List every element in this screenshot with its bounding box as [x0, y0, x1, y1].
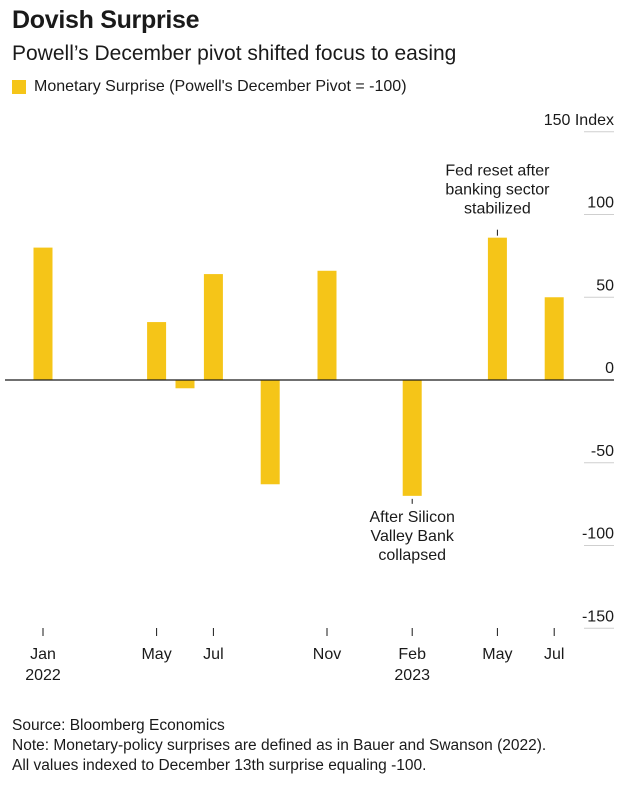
bar-2022-06 — [175, 380, 195, 389]
chart-subtitle: Powell’s December pivot shifted focus to… — [12, 42, 457, 65]
footer: Source: Bloomberg Economics Note: Moneta… — [12, 716, 546, 776]
bar-2022-11 — [317, 270, 337, 380]
x-tick-label: May — [482, 646, 512, 663]
annotation-text: stabilized — [464, 201, 531, 218]
bar-2023-05 — [487, 237, 507, 380]
annotation-text: After Silicon — [370, 509, 455, 526]
bar-2022-09 — [260, 380, 280, 485]
annotation-text: collapsed — [378, 547, 446, 564]
x-tick-label: Jan — [30, 646, 56, 663]
bar-2023-07 — [544, 297, 564, 380]
annotation-text: banking sector — [445, 182, 550, 199]
bar-2022-01 — [33, 247, 53, 380]
annotation-text: Fed reset after — [445, 163, 550, 180]
legend-swatch — [12, 80, 26, 94]
x-tick-label: Nov — [313, 646, 341, 663]
y-tick-label: 0 — [605, 360, 614, 377]
legend-label: Monetary Surprise (Powell's December Piv… — [34, 78, 407, 95]
annotation-text: Valley Bank — [371, 528, 455, 545]
y-tick-label: -100 — [582, 526, 614, 543]
chart-title: Dovish Surprise — [12, 6, 200, 34]
y-tick-label: 150 Index — [544, 112, 614, 129]
x-tick-year: 2023 — [394, 667, 430, 684]
legend: Monetary Surprise (Powell's December Piv… — [12, 78, 407, 96]
x-tick-label: May — [141, 646, 171, 663]
x-tick-label: Feb — [398, 646, 426, 663]
bar-chart: 150 Index 100 50 0 -50 -100 -150 Jan 2022 May Jul N… — [5, 112, 614, 684]
y-tick-label: 100 — [587, 195, 614, 212]
source-note: Source: Bloomberg Economics — [12, 717, 225, 734]
bar-2023-02 — [402, 380, 422, 496]
y-tick-label: -50 — [591, 443, 614, 460]
y-tick-label: 50 — [596, 277, 614, 294]
y-tick-label: -150 — [582, 608, 614, 625]
index-note: All values indexed to December 13th surp… — [12, 757, 427, 774]
bar-2022-07 — [203, 274, 223, 380]
methodology-note: Note: Monetary-policy surprises are defi… — [12, 737, 547, 754]
x-tick-label: Jul — [544, 646, 564, 663]
x-tick-year: 2022 — [25, 667, 61, 684]
x-tick-label: Jul — [203, 646, 223, 663]
bar-2022-05 — [147, 322, 167, 380]
